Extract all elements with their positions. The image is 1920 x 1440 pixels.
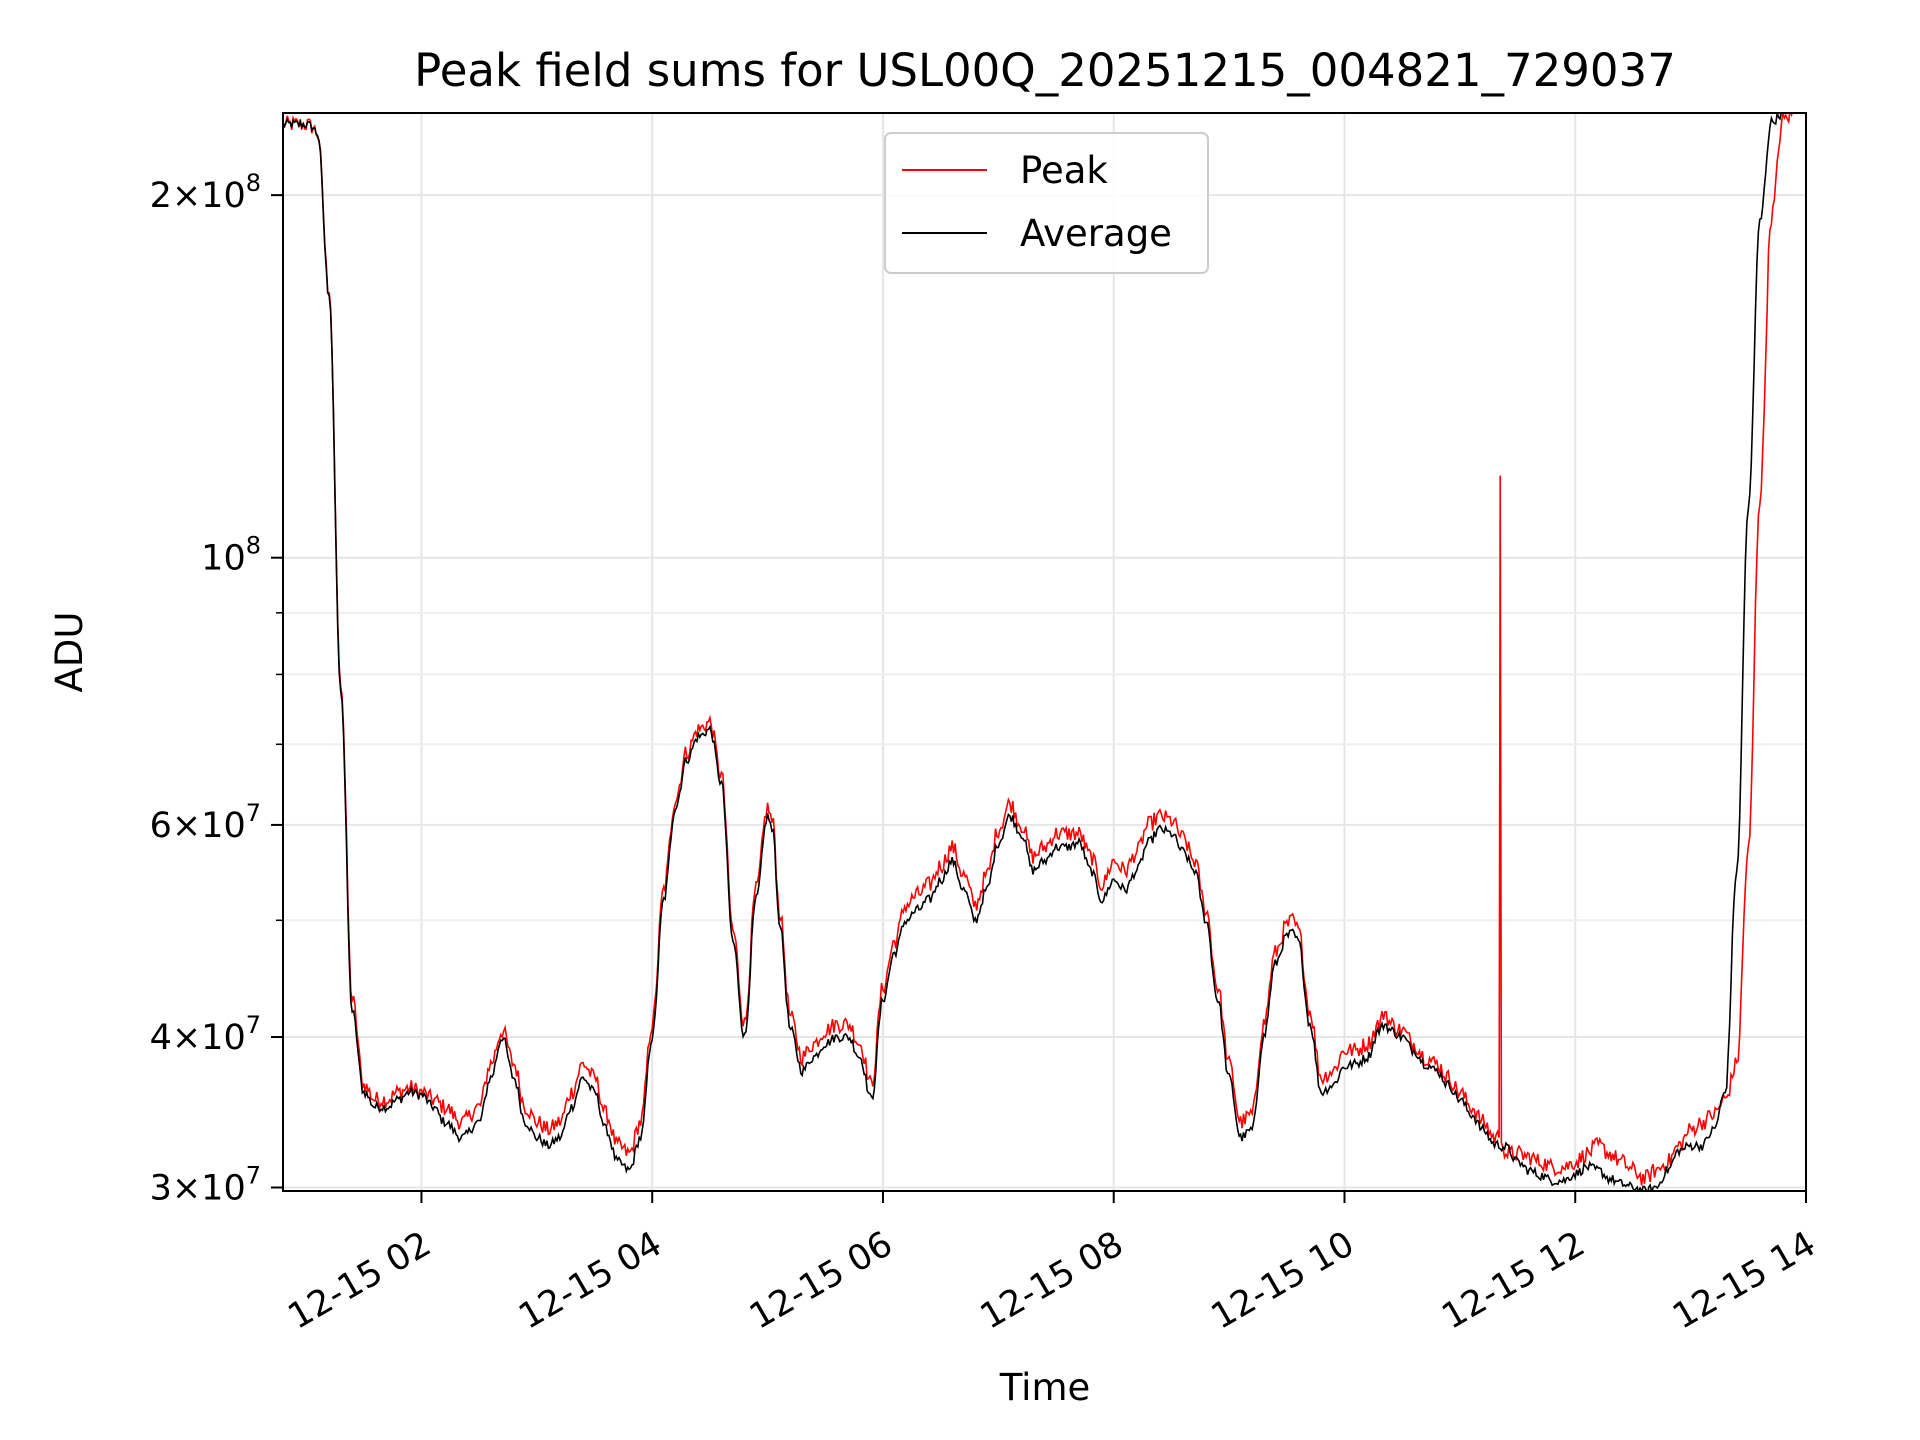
y-axis-label: ADU: [48, 612, 91, 693]
y-tick-label: 3×107: [150, 1162, 261, 1209]
legend-box: [884, 132, 1209, 274]
plot-area: [283, 113, 1794, 1191]
grid: [283, 113, 1807, 1191]
y-axis: 3×107 4×107 6×107 108 2×108: [150, 169, 283, 1209]
chart-title: Peak field sums for USL00Q_20251215_0048…: [414, 44, 1676, 97]
legend-label-peak: Peak: [1020, 149, 1108, 192]
y-tick-label: 2×108: [150, 169, 261, 216]
series-peak-line: [283, 113, 1794, 1186]
axes-frame: [282, 112, 1807, 1192]
legend-label-average: Average: [1020, 212, 1172, 255]
x-axis-label: Time: [999, 1366, 1091, 1409]
y-tick-label: 6×107: [150, 799, 261, 846]
y-tick-label: 108: [201, 532, 261, 579]
legend: Peak Average: [884, 132, 1209, 274]
y-tick-label: 4×107: [150, 1011, 261, 1058]
series-average-line: [283, 113, 1782, 1191]
